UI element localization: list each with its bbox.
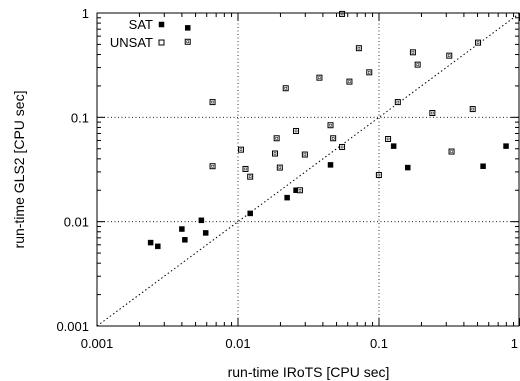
unsat-point <box>316 74 323 81</box>
x-tick-label: 1 <box>511 336 518 351</box>
x-tick-label: 0.1 <box>370 336 388 351</box>
unsat-point-inner <box>416 63 419 66</box>
unsat-point-inner <box>471 107 474 111</box>
sat-point <box>247 210 253 217</box>
unsat-point <box>293 127 300 134</box>
unsat-point <box>448 148 455 155</box>
unsat-point <box>301 151 308 158</box>
unsat-point-inner <box>244 167 247 171</box>
legend: SAT UNSAT <box>110 17 165 50</box>
y-tick-label: 0.001 <box>56 319 89 334</box>
unsat-point-inner <box>357 46 361 50</box>
unsat-point-inner <box>329 123 332 127</box>
grid-lines <box>97 13 520 326</box>
plot-frame <box>96 12 520 327</box>
sat-point <box>155 243 161 250</box>
unsat-point <box>409 49 416 56</box>
unsat-point-inner <box>377 173 381 177</box>
unsat-point-inner <box>211 164 214 168</box>
unsat-point-inner <box>248 175 252 178</box>
x-axis-label: run-time IRoTS [CPU sec] <box>228 364 390 380</box>
unsat-point <box>272 150 279 157</box>
unsat-point <box>209 163 216 170</box>
legend-marker-sat <box>158 21 165 28</box>
x-tick-label: 0.01 <box>225 336 250 351</box>
unsat-point-inner <box>348 80 351 83</box>
unsat-point-inner <box>275 137 278 140</box>
unsat-point-inner <box>303 153 307 156</box>
unsat-point <box>366 69 373 76</box>
legend-label-unsat: UNSAT <box>110 35 153 50</box>
unsat-point <box>327 122 334 129</box>
unsat-point-inner <box>186 40 189 44</box>
unsat-point-inner <box>431 111 434 115</box>
unsat-point <box>375 172 382 179</box>
unsat-point-inner <box>331 137 335 140</box>
sat-point <box>284 194 290 201</box>
unsat-point-inner <box>476 41 480 44</box>
unsat-point-inner <box>450 150 453 153</box>
sat-point <box>327 162 334 168</box>
unsat-point <box>247 173 254 180</box>
unsat-point-inner <box>318 76 321 79</box>
unsat-point-inner <box>448 54 451 57</box>
unsat-point-inner <box>396 100 400 104</box>
unsat-point <box>429 110 436 117</box>
unsat-point <box>414 61 421 68</box>
sat-point <box>179 226 185 232</box>
unsat-point <box>184 38 191 45</box>
unsat-point <box>296 187 303 194</box>
unsat-point-inner <box>273 152 277 155</box>
y-axis-label: run-time GLS2 [CPU sec] <box>11 91 27 249</box>
axis-ticks: 0.001 0.01 0.1 1 0.001 0.01 0.1 1 <box>56 6 520 351</box>
sat-point <box>147 239 154 246</box>
unsat-point <box>385 135 392 142</box>
sat-point <box>503 143 509 149</box>
legend-label-sat: SAT <box>129 17 153 32</box>
sat-point <box>184 25 191 31</box>
unsat-point <box>209 99 216 106</box>
sat-point <box>198 217 205 224</box>
unsat-point <box>475 39 482 46</box>
sat-point <box>405 164 411 171</box>
sat-point <box>480 163 486 169</box>
legend-marker-unsat <box>158 39 165 46</box>
unsat-point-inner <box>340 145 344 149</box>
unsat-point <box>469 106 476 113</box>
unsat-point-inner <box>294 129 298 133</box>
data-points <box>147 10 509 250</box>
unsat-point-inner <box>278 166 282 169</box>
unsat-point-inner <box>239 148 243 151</box>
sat-point <box>390 143 397 149</box>
unsat-point <box>237 146 244 153</box>
unsat-point-inner <box>211 100 214 104</box>
unsat-point <box>339 143 346 150</box>
unsat-point <box>282 85 289 92</box>
y-tick-label: 0.01 <box>64 215 89 230</box>
unsat-point-inner <box>298 189 302 192</box>
unsat-point <box>339 10 346 17</box>
unsat-point <box>242 165 249 172</box>
y-tick-label: 1 <box>82 6 89 21</box>
unsat-point-inner <box>411 51 415 54</box>
unsat-point <box>330 135 337 142</box>
unsat-point <box>446 52 453 59</box>
sat-point <box>202 230 209 236</box>
unsat-point <box>273 135 280 142</box>
sat-point <box>182 237 188 243</box>
x-tick-label: 0.001 <box>81 336 114 351</box>
unsat-point <box>394 99 401 106</box>
unsat-point <box>346 78 353 85</box>
unsat-point-inner <box>284 87 287 90</box>
unsat-point <box>355 45 362 52</box>
unsat-point-inner <box>386 137 390 141</box>
unsat-point-inner <box>368 71 371 74</box>
y-tick-label: 0.1 <box>71 110 89 125</box>
diagonal-reference-line <box>96 12 520 327</box>
unsat-point <box>276 164 283 171</box>
